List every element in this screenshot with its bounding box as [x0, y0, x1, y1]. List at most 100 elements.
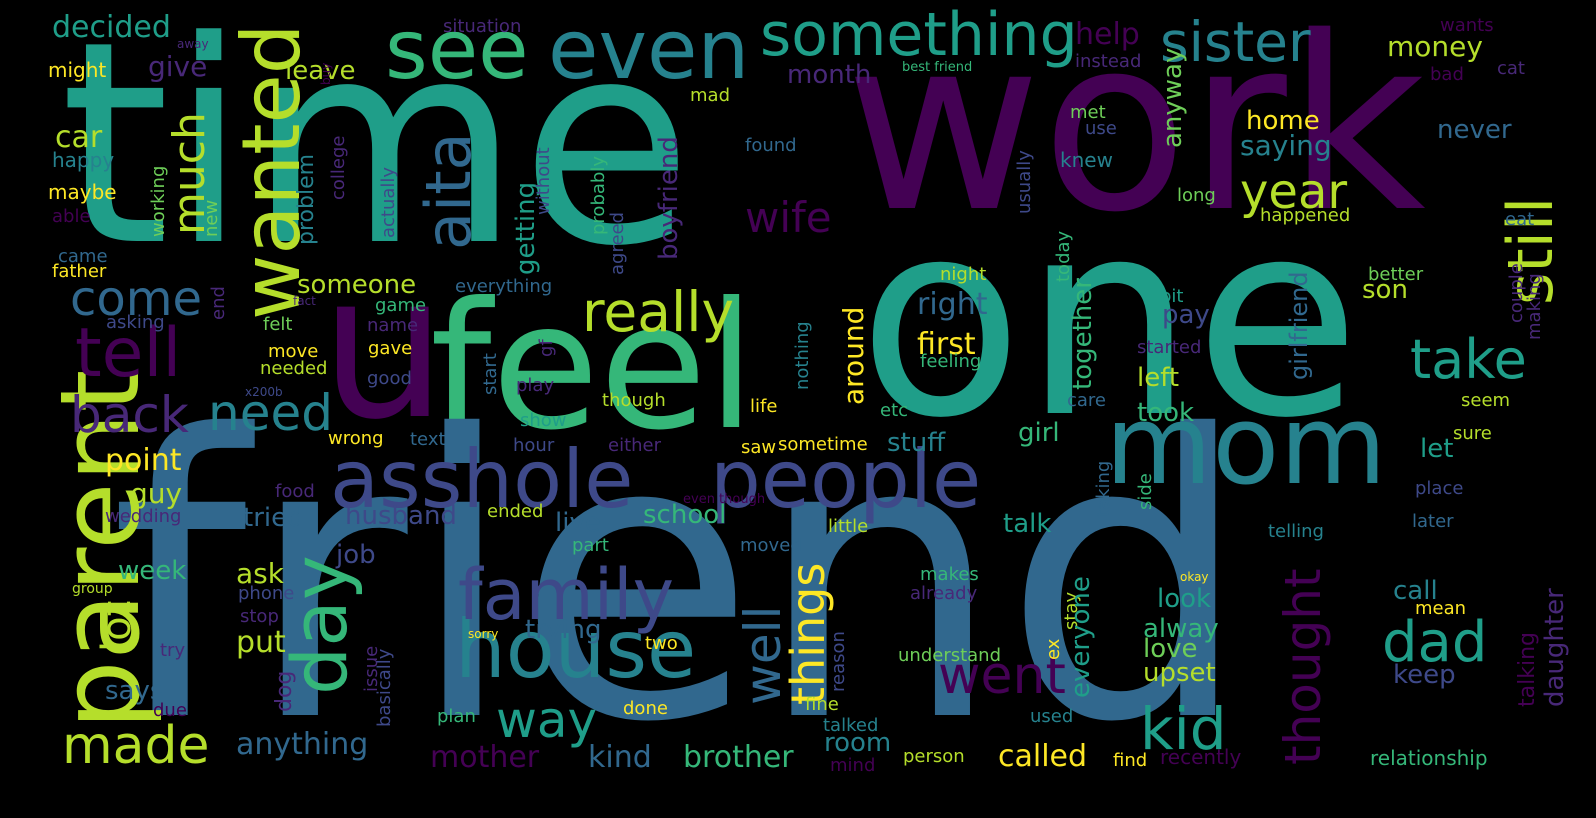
word-ex: ex — [1043, 638, 1064, 660]
word-gf: gf — [536, 339, 557, 357]
word-life: life — [750, 396, 778, 417]
word-started: started — [1137, 337, 1202, 358]
word-little: little — [828, 516, 869, 537]
word-hour: hour — [513, 435, 555, 456]
word-kind: kind — [588, 740, 652, 775]
word-knew: knew — [1060, 148, 1113, 172]
word-people: people — [710, 433, 982, 526]
word-first: first — [917, 327, 976, 362]
word-never: never — [1437, 115, 1512, 145]
word-really: really — [582, 280, 735, 344]
word-felt: felt — [263, 314, 293, 335]
word-nothing: nothing — [792, 321, 813, 390]
word-put: put — [236, 625, 286, 660]
word-u: u — [320, 231, 447, 464]
word-love: love — [1143, 634, 1198, 664]
word-later: later — [1412, 511, 1454, 532]
word-everything: everything — [455, 276, 553, 297]
word-makes: makes — [920, 564, 979, 585]
word-instead: instead — [1075, 51, 1142, 72]
word-look: look — [1157, 584, 1212, 614]
word-place: place — [1415, 478, 1464, 499]
word-father: father — [52, 261, 107, 282]
word-though: though — [602, 390, 666, 411]
word-anyway: anyway — [1158, 47, 1188, 148]
word-decided: decided — [52, 10, 171, 45]
word-side: side — [1135, 473, 1156, 510]
word-fact: fact — [293, 294, 316, 308]
word-called: called — [998, 739, 1088, 774]
word-right: right — [917, 287, 988, 322]
word-might: might — [48, 58, 107, 82]
word-phone: phone — [238, 583, 295, 604]
word-fine: fine — [805, 694, 839, 715]
word-bit: bit — [1160, 286, 1184, 307]
word-sure: sure — [1453, 423, 1492, 444]
word-mad: mad — [690, 85, 730, 106]
word-took: took — [1137, 398, 1195, 428]
word-talk: talk — [1003, 509, 1052, 539]
word-due: due — [153, 700, 187, 721]
word-guy: guy — [130, 477, 183, 510]
word-time: time — [60, 0, 693, 308]
word-already: already — [910, 583, 978, 604]
word-new: new — [201, 199, 222, 237]
word-tried: tried — [243, 503, 304, 533]
word-name: name — [367, 315, 419, 336]
word-everyone: everyone — [1066, 576, 1096, 698]
word-making: making — [1524, 273, 1545, 340]
word-usually: usually — [1014, 150, 1035, 214]
word-gave: gave — [368, 338, 413, 359]
word-wedding: wedding — [105, 506, 182, 527]
word-upset: upset — [1143, 658, 1216, 688]
word-two: two — [645, 633, 678, 654]
word-lot: lot — [94, 600, 140, 652]
word-home: home — [1246, 106, 1320, 136]
word-anything: anything — [236, 727, 369, 762]
word-room: room — [824, 728, 892, 758]
word-dad: dad — [1382, 610, 1488, 675]
word-back: back — [70, 386, 189, 444]
word-way: way — [496, 691, 598, 749]
word-mean: mean — [1415, 598, 1467, 619]
word-saw: saw — [741, 437, 777, 458]
word-kid: kid — [1140, 695, 1227, 763]
word-school: school — [643, 500, 727, 530]
word-feeling: feeling — [920, 351, 982, 372]
word-problem: problem — [294, 153, 319, 245]
word-end: end — [208, 286, 229, 320]
word-ended: ended — [487, 501, 544, 522]
word-working: working — [148, 165, 169, 237]
word-pay: pay — [1162, 300, 1210, 330]
word-stop: stop — [240, 606, 279, 627]
word-bad: bad — [1430, 64, 1464, 85]
word-cat: cat — [1497, 58, 1525, 79]
word-buy: buy — [319, 62, 333, 85]
word-year: year — [1240, 164, 1348, 220]
word-went: went — [938, 646, 1066, 706]
word-week: week — [118, 556, 187, 586]
word-move: move — [268, 341, 319, 362]
word-brother: brother — [683, 740, 794, 775]
word-found: found — [745, 135, 797, 156]
word-part: part — [572, 535, 609, 556]
word-care: care — [1067, 390, 1107, 411]
word-wife: wife — [745, 193, 832, 242]
word-done: done — [623, 698, 668, 719]
word-keep: keep — [1393, 660, 1456, 690]
word-something: something — [760, 0, 1078, 70]
word-even: even — [548, 3, 750, 98]
word-play: play — [516, 375, 555, 396]
word-dog: dog — [272, 670, 297, 712]
word-asking: asking — [106, 312, 165, 333]
word-best-friend: best friend — [902, 60, 973, 75]
word-need: need — [208, 384, 333, 442]
word-use: use — [1085, 118, 1117, 139]
word-give: give — [148, 50, 208, 83]
word-good: good — [367, 368, 412, 389]
word-better: better — [1368, 264, 1424, 285]
word-house: house — [455, 603, 697, 696]
word-month: month — [787, 60, 872, 90]
word-seem: seem — [1461, 390, 1511, 411]
word-husband: husband — [345, 501, 457, 531]
